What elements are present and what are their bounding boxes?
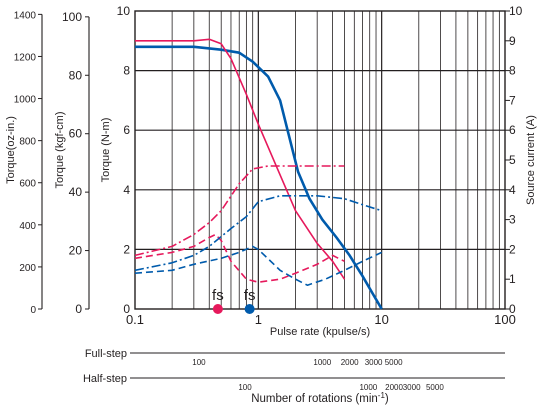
x-tick-label: 100 bbox=[494, 312, 516, 327]
left-axis-tick-label: 1200 bbox=[14, 52, 37, 63]
right-axis-tick-label: 3 bbox=[509, 213, 516, 227]
rotation-tick-label: 100 bbox=[192, 358, 206, 367]
left-axis-tick-label: 800 bbox=[19, 137, 36, 148]
current-curve bbox=[134, 233, 345, 283]
left-axis-tick-label: 40 bbox=[69, 185, 83, 199]
left-axis-tick-label: 600 bbox=[19, 179, 36, 190]
right-axis-tick-label: 2 bbox=[509, 242, 516, 256]
x-axis-label: Pulse rate (kpulse/s) bbox=[270, 326, 370, 338]
fs-label: fs bbox=[212, 287, 224, 304]
current-curve bbox=[134, 165, 345, 257]
x-tick-label: 1 bbox=[255, 312, 262, 327]
rotation-tick-label: 2000 bbox=[341, 358, 359, 367]
rotation-tick-label: 1000 bbox=[313, 358, 331, 367]
current-curve bbox=[134, 245, 383, 286]
rotation-tick-label: 5000 bbox=[385, 358, 403, 367]
left-axis-tick-label: 0 bbox=[123, 302, 130, 316]
torque-curve bbox=[135, 38, 346, 280]
left-axis-label: Torque (kgf-cm) bbox=[54, 111, 66, 188]
left-axis-label: Torque (N-m) bbox=[100, 118, 112, 183]
x-tick-label: 10 bbox=[374, 312, 388, 327]
right-axis-tick-label: 10 bbox=[509, 4, 523, 18]
left-axis-tick-label: 80 bbox=[69, 68, 83, 82]
right-axis-tick-label: 0 bbox=[509, 302, 516, 316]
fs-markers: fs fs bbox=[212, 287, 255, 314]
left-axis-tick-label: 1000 bbox=[14, 95, 37, 106]
x-tick-label: 0.1 bbox=[126, 312, 144, 327]
chart-axes: 0.1 1 10 1000200400600800100012001400Torque… bbox=[5, 4, 537, 327]
rotations-axis-label: Number of rotations (min-1) bbox=[251, 391, 389, 405]
rotation-tick-label: 3000 bbox=[365, 358, 383, 367]
plot-frame bbox=[134, 10, 506, 310]
chart-series bbox=[134, 38, 383, 310]
rotation-tick-label: 2000 bbox=[385, 383, 403, 392]
left-axis-tick-label: 1400 bbox=[14, 10, 37, 21]
left-axis-tick-label: 4 bbox=[123, 183, 130, 197]
left-axis-tick-label: 0 bbox=[30, 305, 36, 316]
right-axis-tick-label: 7 bbox=[509, 93, 516, 107]
left-axis-label: Torque(oz-in.) bbox=[5, 116, 17, 184]
left-axis-tick-label: 200 bbox=[19, 263, 36, 274]
left-axis-tick-label: 8 bbox=[123, 64, 130, 78]
left-axis-tick-label: 100 bbox=[62, 10, 82, 24]
right-axis-tick-label: 6 bbox=[509, 123, 516, 137]
right-axis-label: Source current (A) bbox=[525, 115, 537, 205]
left-axis-tick-label: 6 bbox=[123, 123, 130, 137]
fs-dot bbox=[244, 304, 255, 314]
left-axis-tick-label: 60 bbox=[69, 127, 83, 141]
right-axis-tick-label: 4 bbox=[509, 183, 516, 197]
rotations-axis-label-main: Number of rotations (min bbox=[251, 393, 378, 405]
fs-dot bbox=[212, 304, 223, 314]
fs-label: fs bbox=[244, 287, 256, 304]
rotation-tick-label: 1000 bbox=[359, 383, 377, 392]
right-axis-tick-label: 1 bbox=[509, 272, 516, 286]
left-axis-tick-label: 400 bbox=[19, 221, 36, 232]
rotation-tick-label: 5000 bbox=[426, 383, 444, 392]
torque-curve bbox=[135, 45, 383, 310]
right-axis-tick-label: 5 bbox=[509, 153, 516, 167]
rotation-tick-label: 3000 bbox=[403, 383, 421, 392]
left-axis-tick-label: 10 bbox=[117, 4, 131, 18]
left-axis-tick-label: 2 bbox=[123, 242, 130, 256]
rotations-axis-label-sup: -1 bbox=[378, 391, 386, 400]
plot-grid bbox=[134, 10, 506, 310]
left-axis-tick-label: 20 bbox=[69, 244, 83, 258]
rotation-tick-label: 100 bbox=[238, 383, 252, 392]
rotation-axis-title: Full-step bbox=[85, 348, 127, 360]
rotation-axis-title: Half-step bbox=[83, 373, 127, 385]
right-axis-tick-label: 9 bbox=[509, 34, 516, 48]
left-axis-tick-label: 0 bbox=[75, 302, 82, 316]
rotations-axis-label-close: ) bbox=[385, 393, 389, 405]
right-axis-tick-label: 8 bbox=[509, 64, 516, 78]
